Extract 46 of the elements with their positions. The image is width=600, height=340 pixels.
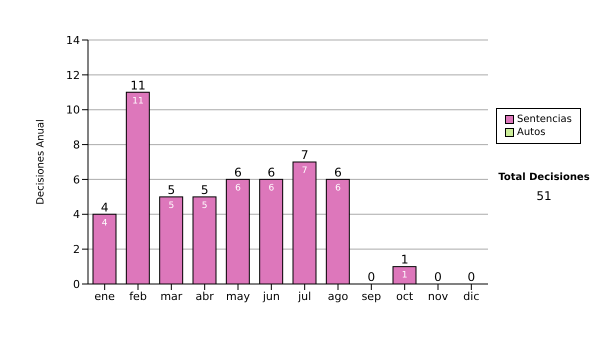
y-tick-label: 2 — [73, 243, 80, 256]
y-axis-title: Decisiones Anual — [36, 119, 47, 205]
x-tick-label: nov — [428, 290, 449, 303]
data-label: 5 — [202, 200, 208, 211]
data-label: 6 — [335, 183, 342, 194]
x-tick-label: dic — [463, 290, 480, 303]
y-tick-label: 14 — [66, 34, 80, 47]
text: 51 — [535, 189, 553, 203]
x-tick-label: abr — [196, 290, 214, 303]
total-label: 1 — [400, 252, 408, 267]
data-label: 6 — [268, 183, 274, 194]
total-label: 6 — [268, 165, 276, 180]
y-tick-label: 0 — [73, 278, 80, 291]
y-tick-label: 4 — [73, 208, 80, 222]
x-tick-label: jul — [297, 290, 312, 303]
legend-label: Sentencias — [517, 113, 572, 126]
total-label: 4 — [100, 200, 108, 214]
legend-label: Autos — [517, 126, 546, 139]
total-label: 0 — [368, 270, 376, 284]
y-tick-label: 12 — [66, 68, 80, 82]
total-label: 6 — [234, 165, 242, 180]
data-label: 11 — [132, 96, 144, 106]
data-label: 6 — [235, 183, 242, 194]
total-label: 0 — [434, 270, 442, 284]
x-tick-label: ago — [328, 290, 348, 303]
total-label: 11 — [130, 78, 146, 92]
x-tick-label: jun — [262, 290, 280, 303]
y-tick-label: 6 — [73, 173, 80, 186]
total-label: 0 — [468, 270, 476, 284]
total-label: 5 — [168, 182, 176, 197]
data-label: 4 — [102, 218, 108, 228]
total-label: 5 — [200, 182, 208, 197]
x-tick-label: may — [226, 290, 250, 303]
x-tick-label: feb — [129, 290, 147, 303]
x-tick-label: ene — [94, 290, 116, 303]
total-label: 6 — [334, 165, 342, 180]
x-tick-label: sep — [362, 290, 382, 303]
data-label: 5 — [168, 200, 174, 211]
x-tick-label: oct — [396, 290, 414, 303]
y-tick-label: 8 — [73, 138, 80, 152]
text: Total Decisiones — [497, 172, 591, 183]
data-label: 1 — [402, 270, 408, 281]
y-tick-label: 10 — [66, 104, 80, 117]
x-tick-label: mar — [160, 290, 183, 303]
data-label: 7 — [302, 166, 308, 176]
total-label: 7 — [300, 148, 308, 162]
